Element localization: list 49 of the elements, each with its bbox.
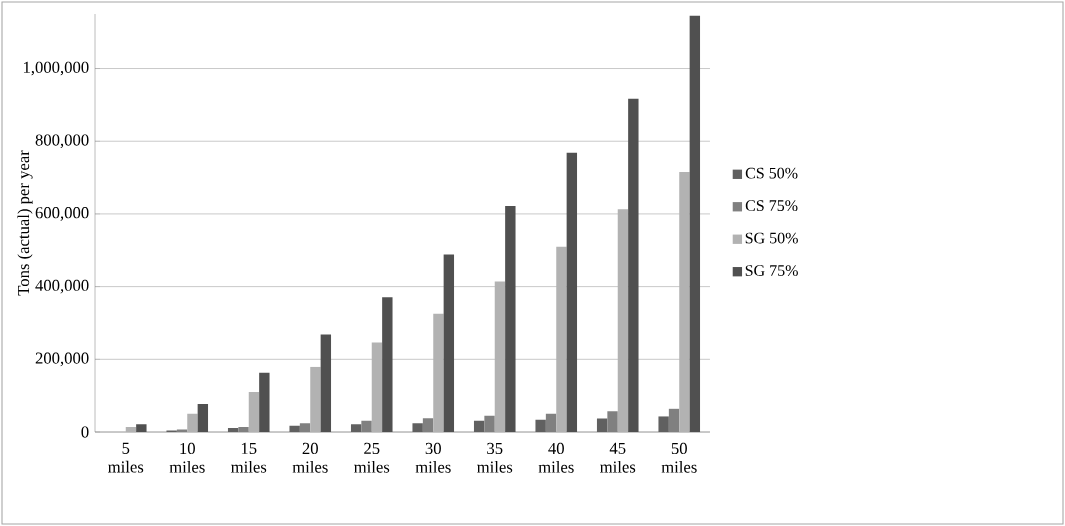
bar [187,413,198,432]
bar [535,419,546,432]
y-tick-label: 600,000 [35,207,89,221]
x-tick-label: 40 miles [538,442,574,473]
bar [556,246,567,432]
bar [125,426,137,432]
bar [494,281,506,432]
x-tick-label: 25 miles [354,442,390,473]
y-tick-label: 0 [81,426,89,438]
x-tick-label: 10 miles [169,442,205,473]
bar [596,418,608,432]
bar [289,425,300,432]
bar [320,334,332,432]
x-tick-label: 5 miles [108,442,144,473]
bar [658,416,669,432]
x-tick-label: 30 miles [415,442,451,473]
legend-label: CS 50% [745,167,798,179]
bar [412,423,423,432]
bar [136,424,147,432]
y-tick-label: 400,000 [35,279,89,294]
bar [505,205,516,432]
bar [371,342,383,432]
legend-label: CS 75% [745,200,798,212]
bar [566,152,578,432]
bar [443,254,455,432]
legend-label: SG 75% [745,265,798,276]
bar [433,313,444,432]
y-tick-label: 1,000,000 [23,61,89,76]
x-tick-label: 45 miles [600,442,636,473]
x-tick-label: 20 miles [292,442,328,473]
bar [689,15,701,432]
bar [473,420,485,432]
x-tick-label: 50 miles [661,442,697,473]
bar [628,98,639,432]
bar [259,372,270,432]
bar [248,392,260,432]
y-tick-label: 800,000 [35,134,89,149]
y-tick-label: 200,000 [35,352,89,367]
legend-label: SG 50% [745,232,798,244]
bar [350,424,362,432]
bar [227,428,239,432]
bar [617,209,629,432]
x-tick-label: 35 miles [477,442,513,473]
bar [679,172,690,432]
bar [197,404,209,432]
bar [382,297,393,432]
y-axis-title: Tons (actual) per year [17,150,33,296]
bar [310,366,321,432]
x-tick-label: 15 miles [231,442,267,473]
